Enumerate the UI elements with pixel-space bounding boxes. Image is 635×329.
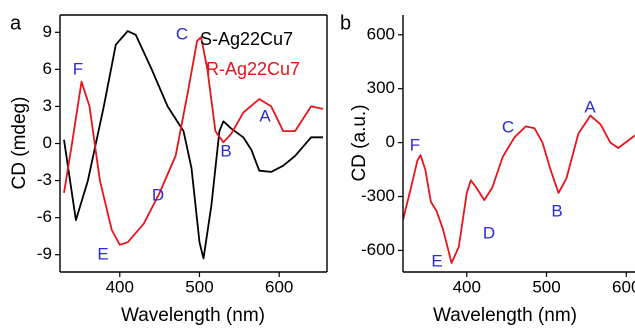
x-tick-label: 400 (106, 277, 134, 296)
y-tick-label: -600 (361, 240, 395, 259)
y-tick-label: -9 (37, 244, 52, 263)
panel-letter: a (10, 12, 22, 34)
y-tick-label: -6 (37, 207, 52, 226)
x-axis-label: Wavelength (nm) (121, 305, 265, 326)
y-axis-label: CD (mdeg) (9, 97, 30, 190)
x-tick-label: 400 (453, 277, 481, 296)
panel-letter: b (340, 12, 351, 34)
y-axis-label: CD (a.u.) (349, 104, 370, 181)
y-tick-label: 9 (43, 22, 52, 41)
x-tick-label: 500 (532, 277, 560, 296)
y-tick-label: 6 (43, 59, 52, 78)
peak-label: A (259, 106, 271, 125)
curve (63, 36, 324, 246)
peak-label: B (220, 141, 231, 160)
y-tick-label: -300 (361, 186, 395, 205)
y-tick-label: 0 (43, 133, 52, 152)
peak-label: D (152, 185, 164, 204)
curve (63, 30, 323, 260)
peak-label: D (483, 223, 495, 242)
x-tick-label: 600 (612, 277, 635, 296)
y-tick-label: 300 (367, 78, 395, 97)
x-tick-label: 600 (265, 277, 293, 296)
y-tick-label: 3 (43, 96, 52, 115)
x-axis-label: Wavelength (nm) (433, 305, 577, 326)
peak-label: C (502, 117, 514, 136)
peak-label: F (73, 59, 83, 78)
peak-label: C (176, 24, 188, 43)
legend-entry: R-Ag22Cu7 (206, 59, 300, 79)
peak-label: A (584, 97, 596, 116)
y-tick-label: -3 (37, 170, 52, 189)
y-tick-label: 0 (386, 132, 395, 151)
peak-label: B (551, 201, 562, 220)
peak-label: E (97, 244, 108, 263)
x-tick-label: 500 (185, 277, 213, 296)
y-tick-label: 600 (367, 24, 395, 43)
curve (403, 114, 635, 264)
peak-label: E (431, 251, 442, 270)
legend-entry: S-Ag22Cu7 (200, 29, 293, 49)
peak-label: F (410, 135, 420, 154)
